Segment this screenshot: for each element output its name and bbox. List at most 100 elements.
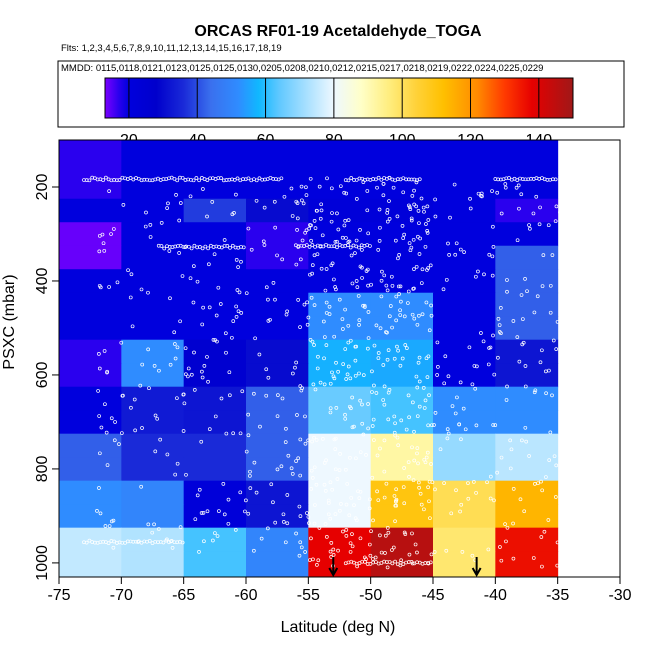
- heatmap-cell: [59, 316, 122, 341]
- observation-point: [269, 482, 274, 487]
- observation-point: [148, 223, 153, 227]
- observation-point: [140, 362, 145, 367]
- heatmap-cell: [433, 292, 496, 317]
- observation-point: [527, 223, 531, 227]
- observation-point: [356, 489, 360, 494]
- observation-point: [376, 356, 381, 360]
- observation-point: [387, 560, 392, 564]
- observation-point: [468, 206, 473, 211]
- observation-point: [188, 276, 193, 281]
- colorbar-frame: [57, 60, 625, 128]
- observation-point: [402, 466, 406, 470]
- observation-point: [398, 284, 403, 289]
- observation-point: [153, 413, 158, 418]
- colorbar: 20406080100120140: [57, 60, 625, 149]
- observation-point: [415, 385, 420, 390]
- observation-point: [309, 238, 313, 243]
- observation-point: [507, 176, 511, 180]
- observation-point: [368, 244, 372, 248]
- heatmap-cell: [308, 551, 372, 578]
- observation-point: [411, 478, 416, 482]
- observation-point: [106, 541, 111, 545]
- observation-point: [427, 479, 432, 484]
- observation-point: [449, 511, 454, 516]
- observation-point: [175, 461, 180, 466]
- observation-point: [406, 393, 411, 398]
- observation-point: [376, 248, 381, 252]
- observation-point: [136, 539, 141, 544]
- observation-point: [358, 450, 363, 455]
- observation-point: [335, 211, 339, 216]
- observation-point: [321, 319, 326, 324]
- observation-point: [306, 515, 311, 519]
- observation-point: [275, 467, 280, 472]
- observation-point: [194, 176, 199, 180]
- observation-point: [390, 325, 394, 330]
- observation-point: [212, 252, 217, 257]
- observation-point: [544, 391, 548, 396]
- observation-point: [295, 413, 299, 417]
- observation-point: [300, 238, 305, 243]
- heatmap-cell: [121, 245, 185, 270]
- observation-point: [450, 404, 455, 408]
- observation-point: [414, 204, 418, 209]
- observation-point: [180, 176, 185, 180]
- observation-point: [411, 237, 416, 242]
- heatmap-cell: [308, 410, 372, 435]
- heatmap-cell: [121, 175, 185, 200]
- observation-point: [222, 238, 227, 242]
- observation-point: [383, 533, 388, 538]
- observation-point: [492, 372, 497, 377]
- observation-point: [343, 412, 347, 417]
- observation-point: [304, 193, 309, 197]
- observation-point: [416, 360, 421, 365]
- observation-point: [554, 463, 559, 468]
- observation-point: [249, 247, 254, 252]
- observation-point: [417, 379, 422, 384]
- observation-point: [340, 317, 345, 321]
- observation-point: [156, 176, 160, 181]
- observation-point: [297, 553, 302, 558]
- observation-point: [496, 355, 500, 360]
- observation-point: [553, 219, 558, 224]
- observation-point: [474, 274, 478, 279]
- observation-point: [312, 435, 316, 440]
- observation-point: [334, 360, 338, 365]
- observation-point: [378, 446, 382, 451]
- observation-point: [519, 192, 524, 197]
- observation-point: [152, 364, 157, 368]
- observation-point: [318, 380, 323, 385]
- observation-point: [366, 336, 371, 340]
- observation-point: [109, 416, 114, 421]
- observation-point: [528, 226, 532, 231]
- observation-point: [391, 545, 396, 550]
- observation-point: [388, 304, 393, 308]
- observation-point: [411, 287, 416, 291]
- observation-point: [461, 406, 466, 411]
- observation-point: [378, 533, 382, 538]
- observation-point: [337, 297, 342, 302]
- observation-point: [210, 200, 215, 204]
- observation-point: [121, 203, 126, 207]
- observation-point: [293, 365, 297, 370]
- observation-point: [298, 437, 303, 442]
- x-tick-label: -75: [47, 587, 70, 604]
- observation-point: [98, 511, 103, 516]
- observation-point: [416, 234, 420, 239]
- observation-point: [335, 239, 339, 244]
- observation-point: [139, 287, 144, 292]
- observation-point: [361, 303, 365, 308]
- observation-point: [228, 245, 232, 250]
- observation-point: [365, 189, 370, 193]
- observation-point: [531, 556, 536, 560]
- observation-point: [410, 445, 414, 450]
- observation-point: [327, 304, 332, 309]
- observation-point: [195, 493, 200, 498]
- observation-point: [322, 460, 327, 465]
- observation-point: [395, 344, 399, 349]
- observation-point: [165, 452, 170, 457]
- observation-point: [520, 438, 524, 443]
- observation-point: [504, 539, 508, 544]
- observation-point: [560, 249, 565, 254]
- observation-point: [241, 245, 246, 250]
